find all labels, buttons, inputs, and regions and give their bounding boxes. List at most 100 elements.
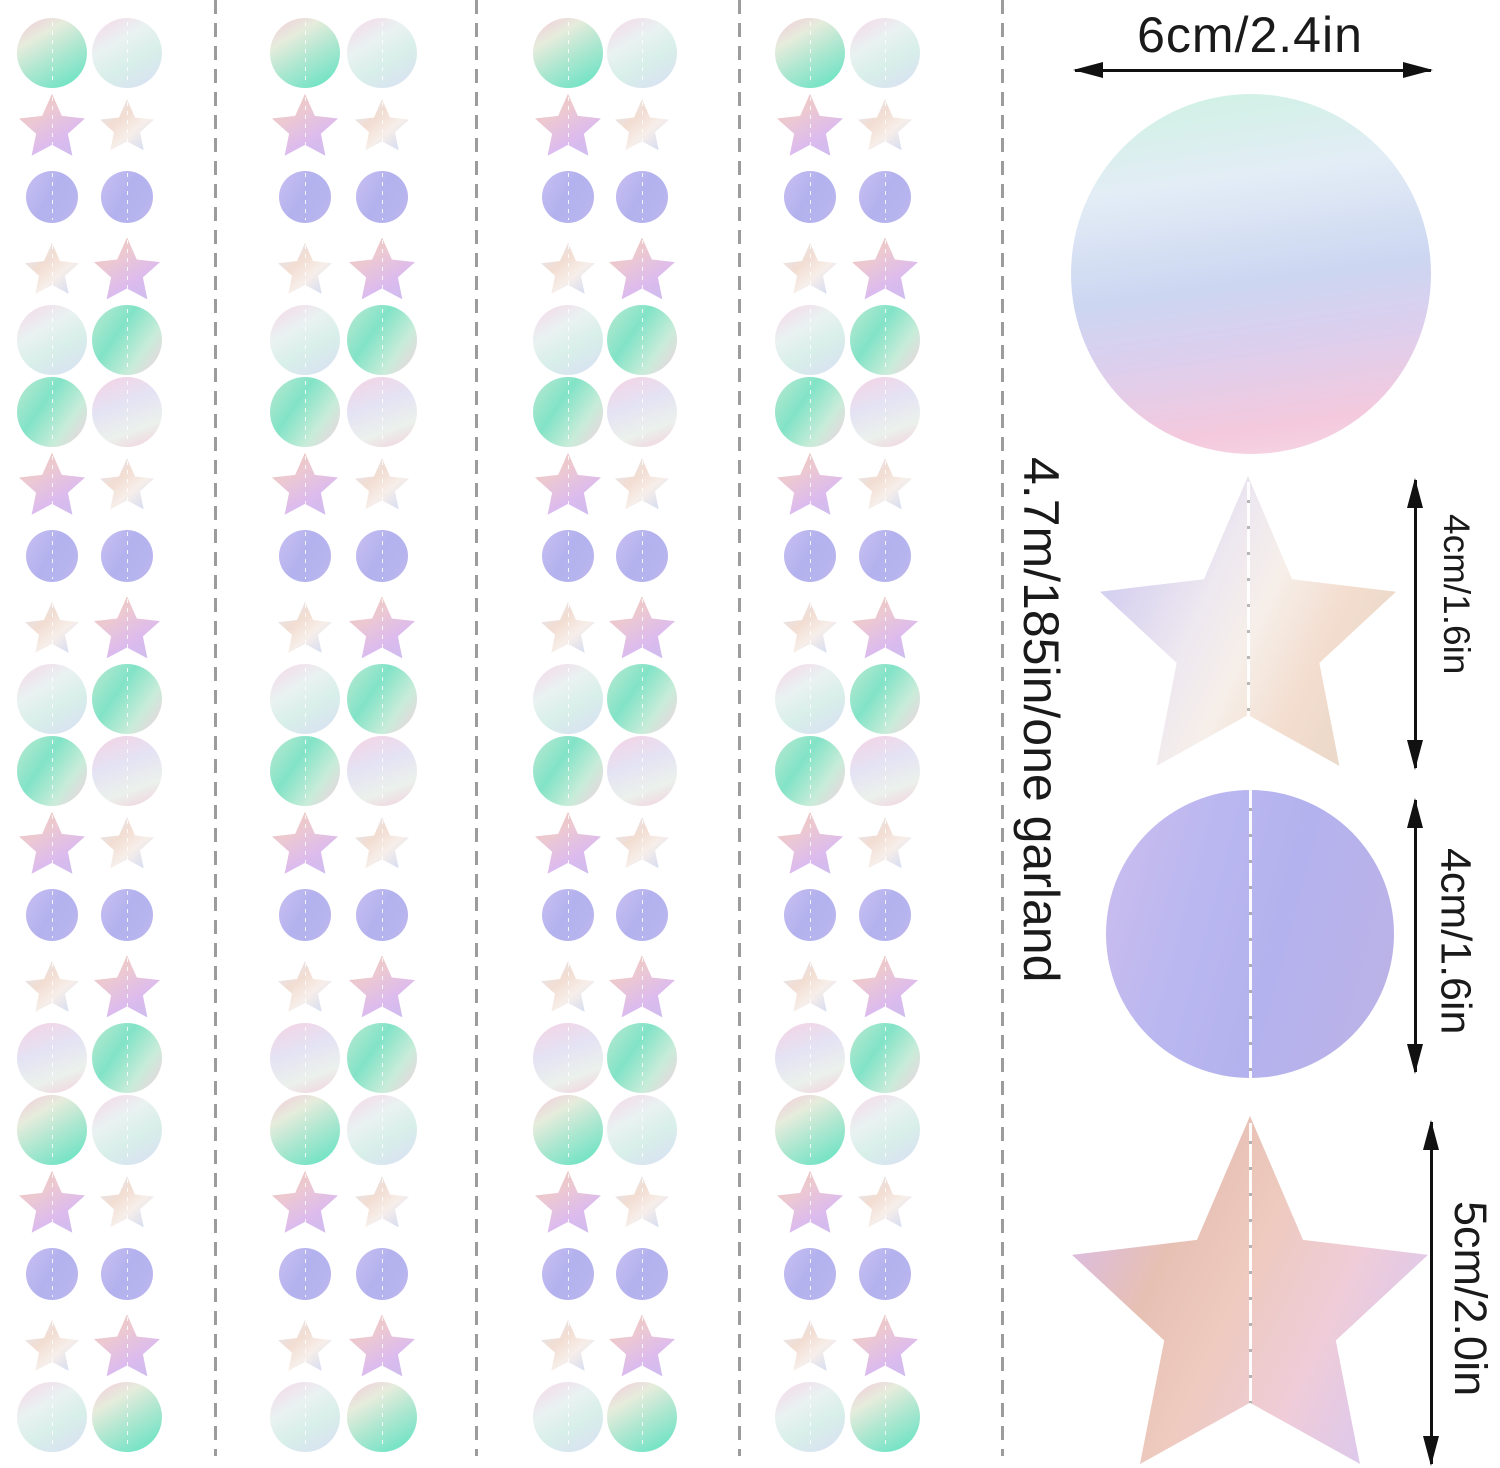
stitch-thread <box>381 1098 383 1162</box>
garland-circle <box>17 1023 87 1094</box>
stitch-thread <box>51 1098 53 1162</box>
stitch-thread <box>567 380 569 444</box>
garland-circle <box>533 1382 603 1453</box>
garland-star <box>615 817 669 869</box>
stitch-thread <box>809 814 811 871</box>
stitch-thread <box>381 308 383 372</box>
stitch-thread <box>884 173 886 220</box>
garland-circle <box>850 736 920 806</box>
garland-star <box>858 1176 912 1228</box>
stitch-thread <box>126 1178 128 1225</box>
garland-circle <box>270 305 340 376</box>
stitch-thread <box>884 532 886 579</box>
garland-star <box>355 817 409 869</box>
garland-star <box>852 1314 918 1377</box>
stitch-thread <box>51 1385 53 1449</box>
garland-circle <box>347 1023 417 1094</box>
stitch-thread <box>304 891 306 938</box>
stitch-thread <box>809 21 811 85</box>
stitch-thread <box>641 532 643 579</box>
garland-star <box>858 458 912 510</box>
garland-star <box>278 1319 332 1371</box>
stitch-thread <box>567 963 569 1010</box>
stitch-thread <box>809 308 811 372</box>
stitch-thread <box>381 667 383 731</box>
vertical-dimension-arrow-icon-star4 <box>1407 478 1423 770</box>
garland-circle <box>850 1382 920 1453</box>
garland-star <box>25 601 79 653</box>
star-5cm-dimension-label: 5cm/2.0in <box>1445 1201 1496 1397</box>
stitch-thread <box>304 739 306 803</box>
stitch-thread <box>51 173 53 220</box>
garland-circle <box>533 1023 603 1094</box>
garland-circle <box>17 1095 87 1165</box>
stitch-thread <box>304 1385 306 1449</box>
garland-circle <box>347 18 417 88</box>
garland-circle <box>347 664 417 735</box>
stitch-thread <box>884 101 886 148</box>
garland-circle <box>533 664 603 735</box>
stitch-thread <box>381 958 383 1015</box>
stitch-thread <box>381 380 383 444</box>
stitch-thread <box>51 245 53 292</box>
stitch-thread <box>381 1026 383 1090</box>
stitch-thread <box>381 1178 383 1225</box>
garland-star <box>100 1176 154 1228</box>
stitch-thread <box>51 21 53 85</box>
stitch-thread <box>567 1098 569 1162</box>
stitch-thread <box>567 21 569 85</box>
stitch-thread <box>51 455 53 512</box>
garland-circle <box>542 888 594 941</box>
garland-circle <box>533 377 603 447</box>
stitch-thread <box>809 1322 811 1369</box>
garland-circle <box>616 1247 668 1300</box>
garland-circle <box>17 736 87 806</box>
stitch-thread <box>809 96 811 153</box>
stitch-thread <box>641 1317 643 1374</box>
stitch-thread <box>126 240 128 297</box>
garland-star <box>278 601 332 653</box>
stitch-thread <box>641 1385 643 1449</box>
stitch-thread <box>304 173 306 220</box>
garland-circle <box>775 18 845 88</box>
stitch-thread <box>51 604 53 651</box>
stitch-thread <box>304 963 306 1010</box>
stitch-thread <box>567 1026 569 1090</box>
stitch-thread <box>809 1098 811 1162</box>
dashed-divider <box>214 0 217 1456</box>
stitch-thread <box>304 667 306 731</box>
garland-circle <box>542 1247 594 1300</box>
garland-circle <box>26 529 78 582</box>
garland-circle <box>859 1247 911 1300</box>
stitch-thread <box>567 245 569 292</box>
stitch-thread <box>884 667 886 731</box>
stitch-thread <box>304 532 306 579</box>
garland-star <box>19 93 85 156</box>
stitch-thread <box>809 963 811 1010</box>
garland-star <box>100 458 154 510</box>
stitch-thread <box>126 380 128 444</box>
stitch-thread <box>51 96 53 153</box>
garland-star <box>25 1319 79 1371</box>
stitch-thread <box>126 308 128 372</box>
stitch-thread <box>641 958 643 1015</box>
stitch-thread <box>884 460 886 507</box>
garland-star <box>272 93 338 156</box>
stitch-thread <box>126 21 128 85</box>
garland-circle <box>347 377 417 447</box>
stitch-thread <box>884 380 886 444</box>
garland-star <box>278 242 332 294</box>
garland-star <box>609 1314 675 1377</box>
stitch-thread <box>1248 790 1252 1078</box>
garland-star <box>94 237 160 300</box>
stitch-thread <box>126 1385 128 1449</box>
garland-star <box>783 1319 837 1371</box>
garland-circle <box>784 529 836 582</box>
stitch-thread <box>51 380 53 444</box>
garland-circle <box>347 1382 417 1453</box>
stitch-thread <box>126 739 128 803</box>
stitch-thread <box>809 1250 811 1297</box>
stitch-thread <box>641 739 643 803</box>
stitch-thread <box>884 891 886 938</box>
stitch-thread <box>884 240 886 297</box>
